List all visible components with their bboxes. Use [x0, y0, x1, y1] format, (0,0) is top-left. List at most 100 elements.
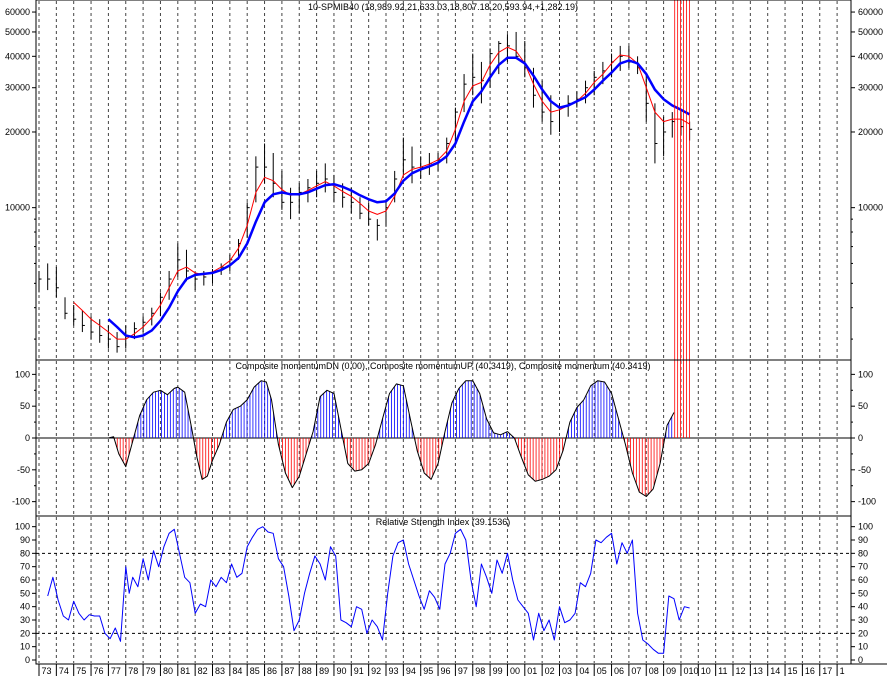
momentum-y-tick-label-right: -100	[858, 497, 876, 507]
rsi-y-tick-label-right: 60	[858, 575, 868, 585]
price-y-tick-label-left: 30000	[5, 83, 30, 93]
rsi-y-tick-label-left: 100	[15, 522, 30, 532]
rsi-y-tick-label-left: 20	[20, 628, 30, 638]
x-tick-label: 08	[649, 666, 659, 676]
x-tick-label: 04	[579, 666, 589, 676]
x-tick-label: 73	[42, 666, 52, 676]
rsi-y-tick-label-right: 70	[858, 562, 868, 572]
x-tick-label: 99	[493, 666, 503, 676]
x-tick-label: 15	[788, 666, 798, 676]
x-tick-label: 94	[406, 666, 416, 676]
rsi-y-tick-label-right: 80	[858, 548, 868, 558]
price-y-tick-label-right: 50000	[858, 27, 883, 37]
x-tick-label: 93	[389, 666, 399, 676]
x-tick-label: 90	[336, 666, 346, 676]
rsi-y-tick-label-left: 40	[20, 602, 30, 612]
x-tick-label: 11	[718, 666, 727, 676]
momentum-y-tick-label-right: -50	[858, 465, 871, 475]
x-tick-label: 07	[631, 666, 641, 676]
x-tick-label: 98	[475, 666, 485, 676]
price-y-tick-label-right: 30000	[858, 83, 883, 93]
x-tick-label: 03	[562, 666, 572, 676]
rsi-y-tick-label-left: 0	[25, 655, 30, 665]
x-tick-label: 85	[250, 666, 260, 676]
momentum-y-tick-label-left: -100	[12, 497, 30, 507]
momentum-y-tick-label-right: 100	[858, 369, 873, 379]
x-tick-label: 74	[59, 666, 69, 676]
x-tick-label: 05	[597, 666, 607, 676]
rsi-y-tick-label-left: 70	[20, 562, 30, 572]
x-tick-label: 89	[319, 666, 329, 676]
x-tick-label: 88	[302, 666, 312, 676]
x-tick-label: 1	[840, 666, 845, 676]
x-tick-label: 06	[614, 666, 624, 676]
momentum-y-tick-label-left: 0	[25, 433, 30, 443]
x-tick-label: 79	[146, 666, 156, 676]
x-tick-label: 14	[770, 666, 780, 676]
price-y-tick-label-left: 60000	[5, 7, 30, 17]
momentum-y-tick-label-right: 50	[858, 401, 868, 411]
rsi-y-tick-label-left: 50	[20, 588, 30, 598]
momentum-y-tick-label-left: 50	[20, 401, 30, 411]
price-y-tick-label-left: 10000	[5, 203, 30, 213]
x-tick-label: 81	[180, 666, 190, 676]
x-tick-label: 97	[458, 666, 468, 676]
momentum-y-tick-label-right: 0	[858, 433, 863, 443]
momentum-y-tick-label-left: -50	[17, 465, 30, 475]
x-tick-label: 84	[232, 666, 242, 676]
rsi-y-tick-label-right: 100	[858, 522, 873, 532]
x-tick-label: 83	[215, 666, 225, 676]
x-tick-label: 80	[163, 666, 173, 676]
price-y-tick-label-right: 10000	[858, 203, 883, 213]
price-y-tick-label-right: 60000	[858, 7, 883, 17]
moving-average-long-line	[107, 56, 691, 339]
x-tick-label: 96	[441, 666, 451, 676]
rsi-y-tick-label-right: 20	[858, 628, 868, 638]
rsi-y-tick-label-right: 10	[858, 642, 868, 652]
moving-average-short-line	[73, 46, 690, 340]
rsi-pane-title: Relative Strength Index (39.1536)	[376, 517, 511, 527]
price-y-tick-label-left: 40000	[5, 51, 30, 61]
x-tick-label: 10	[701, 666, 711, 676]
x-tick-label: 16	[805, 666, 815, 676]
momentum-y-tick-label-left: 100	[15, 369, 30, 379]
x-tick-label: 01	[527, 666, 537, 676]
x-tick-label: 09	[666, 666, 676, 676]
rsi-y-tick-label-left: 80	[20, 548, 30, 558]
x-tick-label: 77	[111, 666, 121, 676]
rsi-y-tick-label-right: 0	[858, 655, 863, 665]
x-tick-label: 86	[267, 666, 277, 676]
x-tick-label: 00	[510, 666, 520, 676]
x-tick-label: 17	[822, 666, 832, 676]
rsi-y-tick-label-left: 10	[20, 642, 30, 652]
x-tick-label: 87	[284, 666, 294, 676]
momentum-line	[108, 380, 675, 497]
x-tick-label: 75	[76, 666, 86, 676]
price-y-tick-label-right: 20000	[858, 127, 883, 137]
x-tick-label: 010	[683, 666, 698, 676]
rsi-y-tick-label-right: 30	[858, 615, 868, 625]
rsi-y-tick-label-right: 50	[858, 588, 868, 598]
x-tick-label: 95	[423, 666, 433, 676]
price-y-tick-label-right: 40000	[858, 51, 883, 61]
rsi-y-tick-label-left: 60	[20, 575, 30, 585]
x-tick-label: 76	[94, 666, 104, 676]
x-tick-label: 02	[545, 666, 555, 676]
x-tick-label: 91	[354, 666, 364, 676]
rsi-y-tick-label-right: 40	[858, 602, 868, 612]
momentum-pane-title: Composite momentumDN (0.00), Composite m…	[235, 361, 650, 371]
price-pane-title: 10-SPMIB40 (18,989.92,21,633.03,18,807.1…	[308, 2, 578, 12]
x-tick-label: 92	[371, 666, 381, 676]
price-y-tick-label-left: 20000	[5, 127, 30, 137]
rsi-y-tick-label-left: 90	[20, 535, 30, 545]
x-tick-label: 13	[753, 666, 763, 676]
rsi-y-tick-label-left: 30	[20, 615, 30, 625]
x-tick-label: 78	[128, 666, 138, 676]
price-y-tick-label-left: 50000	[5, 27, 30, 37]
rsi-line	[47, 526, 690, 654]
rsi-y-tick-label-right: 90	[858, 535, 868, 545]
x-tick-label: 82	[198, 666, 208, 676]
x-tick-label: 12	[736, 666, 746, 676]
